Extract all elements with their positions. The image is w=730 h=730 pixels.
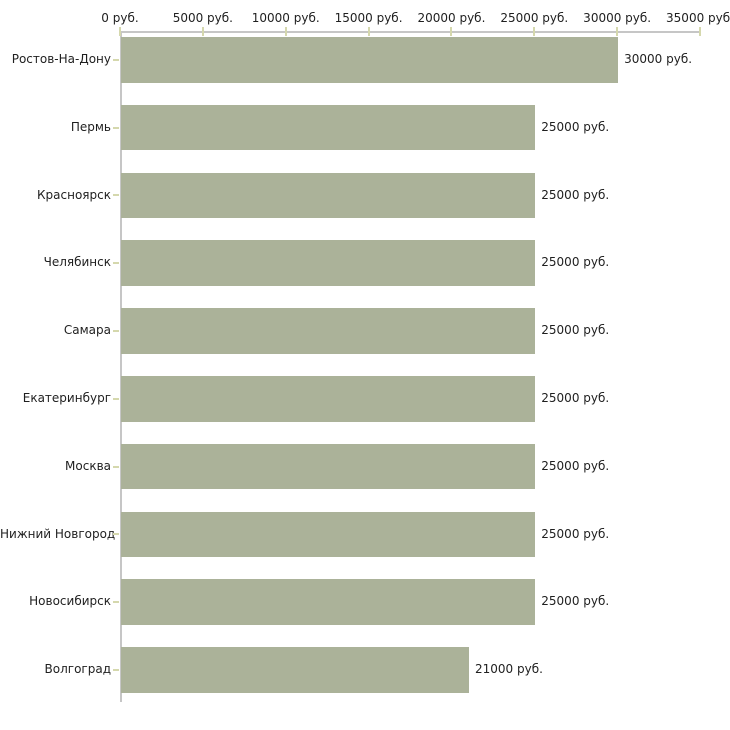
category-label: Челябинск xyxy=(43,255,111,270)
x-axis-tick-label: 5000 руб. xyxy=(172,11,233,25)
category-label: Ростов-На-Дону xyxy=(11,52,111,66)
value-label: 25000 руб. xyxy=(541,187,610,202)
x-axis-tick-mark xyxy=(699,27,701,36)
value-label: 25000 руб. xyxy=(541,323,610,338)
x-axis-tick-mark xyxy=(201,27,204,36)
x-axis-tick-label: 10000 руб. xyxy=(251,11,320,25)
category-tick-mark xyxy=(113,668,119,671)
x-axis-tick-mark xyxy=(533,27,536,36)
category-tick-mark xyxy=(113,58,119,61)
category-label: Екатеринбург xyxy=(22,391,111,405)
x-axis-tick-mark xyxy=(616,27,619,36)
category-tick-mark xyxy=(113,601,119,604)
bar xyxy=(121,308,536,354)
x-axis-tick-mark xyxy=(284,27,287,36)
x-axis-tick-label: 35000 руб. xyxy=(666,11,730,25)
x-axis-tick-label: 20000 руб. xyxy=(417,11,486,25)
bar xyxy=(121,579,536,625)
x-axis-tick-mark xyxy=(450,27,453,36)
value-label: 25000 руб. xyxy=(541,119,610,134)
bar xyxy=(121,443,536,490)
bar xyxy=(121,240,536,286)
x-axis-tick-label: 30000 руб. xyxy=(583,11,652,25)
value-label: 25000 руб. xyxy=(541,458,610,473)
value-label: 30000 руб. xyxy=(624,52,693,66)
x-axis-tick-mark xyxy=(119,27,121,36)
category-tick-mark xyxy=(113,397,119,400)
bar xyxy=(121,647,469,693)
value-label: 21000 руб. xyxy=(475,662,543,677)
category-tick-mark xyxy=(113,533,119,536)
x-axis-line xyxy=(120,31,700,33)
x-axis-tick-label: 0 руб. xyxy=(101,11,139,25)
category-tick-mark xyxy=(113,465,119,468)
x-axis-tick-label: 25000 руб. xyxy=(500,11,569,25)
category-tick-mark xyxy=(113,126,119,129)
value-label: 25000 руб. xyxy=(541,255,610,270)
y-axis-line xyxy=(120,31,122,702)
category-tick-mark xyxy=(113,262,119,265)
category-label: Пермь xyxy=(70,119,111,134)
category-label: Красноярск xyxy=(37,187,111,202)
category-label: Самара xyxy=(63,323,111,338)
x-axis-tick-mark xyxy=(367,27,370,36)
bar xyxy=(121,172,536,219)
value-label: 25000 руб. xyxy=(541,526,610,541)
value-label: 25000 руб. xyxy=(541,594,610,609)
bar xyxy=(121,37,619,83)
category-label: Москва xyxy=(65,458,111,473)
category-tick-mark xyxy=(113,194,119,197)
bar xyxy=(121,511,536,558)
category-label: Волгоград xyxy=(44,662,111,677)
x-axis-tick-label: 15000 руб. xyxy=(334,11,403,25)
value-label: 25000 руб. xyxy=(541,391,610,405)
category-label: Нижний Новгород xyxy=(0,526,116,541)
category-label: Новосибирск xyxy=(29,594,111,609)
bar xyxy=(121,376,536,422)
category-tick-mark xyxy=(113,329,119,332)
bar xyxy=(121,104,536,151)
